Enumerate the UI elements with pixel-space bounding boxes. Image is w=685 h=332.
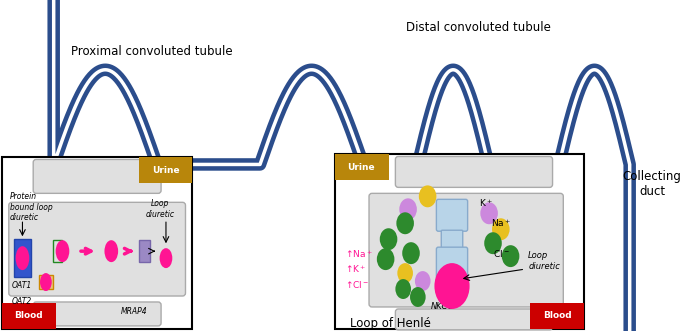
Text: Distal convoluted tubule: Distal convoluted tubule [406,21,551,35]
Text: Protein
bound loop
diuretic: Protein bound loop diuretic [10,192,53,222]
Ellipse shape [415,271,431,291]
Text: Na$^+$: Na$^+$ [491,217,511,229]
FancyBboxPatch shape [530,303,584,329]
Text: Proximal convoluted tubule: Proximal convoluted tubule [71,45,232,58]
Ellipse shape [16,246,29,270]
FancyBboxPatch shape [33,159,161,193]
Text: NKCC: NKCC [431,302,454,311]
Ellipse shape [434,263,470,309]
FancyBboxPatch shape [436,247,468,279]
FancyBboxPatch shape [2,303,55,329]
Ellipse shape [480,202,498,224]
FancyBboxPatch shape [395,309,553,330]
FancyBboxPatch shape [39,275,53,289]
Text: ↑Na$^+$
↑K$^+$
↑Cl$^-$: ↑Na$^+$ ↑K$^+$ ↑Cl$^-$ [345,248,373,290]
Ellipse shape [395,279,411,299]
Text: Blood: Blood [543,311,572,320]
FancyBboxPatch shape [2,157,192,329]
Text: Collecting
duct: Collecting duct [623,170,682,199]
FancyBboxPatch shape [395,156,553,187]
Text: MRAP4: MRAP4 [121,307,147,316]
Ellipse shape [397,263,413,283]
Ellipse shape [502,245,519,267]
Ellipse shape [160,248,173,268]
Ellipse shape [399,198,417,220]
Text: Cl$^-$: Cl$^-$ [493,248,510,259]
FancyBboxPatch shape [335,154,388,180]
Text: K$^+$: K$^+$ [479,198,493,209]
Text: Loop
diuretic: Loop diuretic [528,251,560,271]
Ellipse shape [377,248,395,270]
Ellipse shape [397,212,414,234]
Text: OAT2: OAT2 [12,297,32,306]
Ellipse shape [410,287,425,307]
Ellipse shape [379,228,397,250]
FancyBboxPatch shape [9,202,186,296]
FancyBboxPatch shape [335,154,584,329]
Text: Urine: Urine [152,166,179,175]
FancyBboxPatch shape [14,239,32,277]
Text: Loop of Henlé: Loop of Henlé [350,317,431,330]
FancyBboxPatch shape [33,302,161,326]
Ellipse shape [55,240,69,262]
FancyBboxPatch shape [138,157,192,183]
Text: Blood: Blood [14,311,42,320]
FancyBboxPatch shape [138,240,150,262]
Text: Urine: Urine [347,163,375,172]
Ellipse shape [492,218,510,240]
FancyBboxPatch shape [441,230,463,248]
Text: Loop
diuretic: Loop diuretic [145,199,175,219]
Ellipse shape [419,185,436,207]
Ellipse shape [402,242,420,264]
Ellipse shape [104,240,118,262]
FancyBboxPatch shape [436,199,468,231]
Text: OAT1: OAT1 [12,281,32,290]
Ellipse shape [40,273,52,291]
Ellipse shape [484,232,502,254]
FancyBboxPatch shape [369,193,563,307]
